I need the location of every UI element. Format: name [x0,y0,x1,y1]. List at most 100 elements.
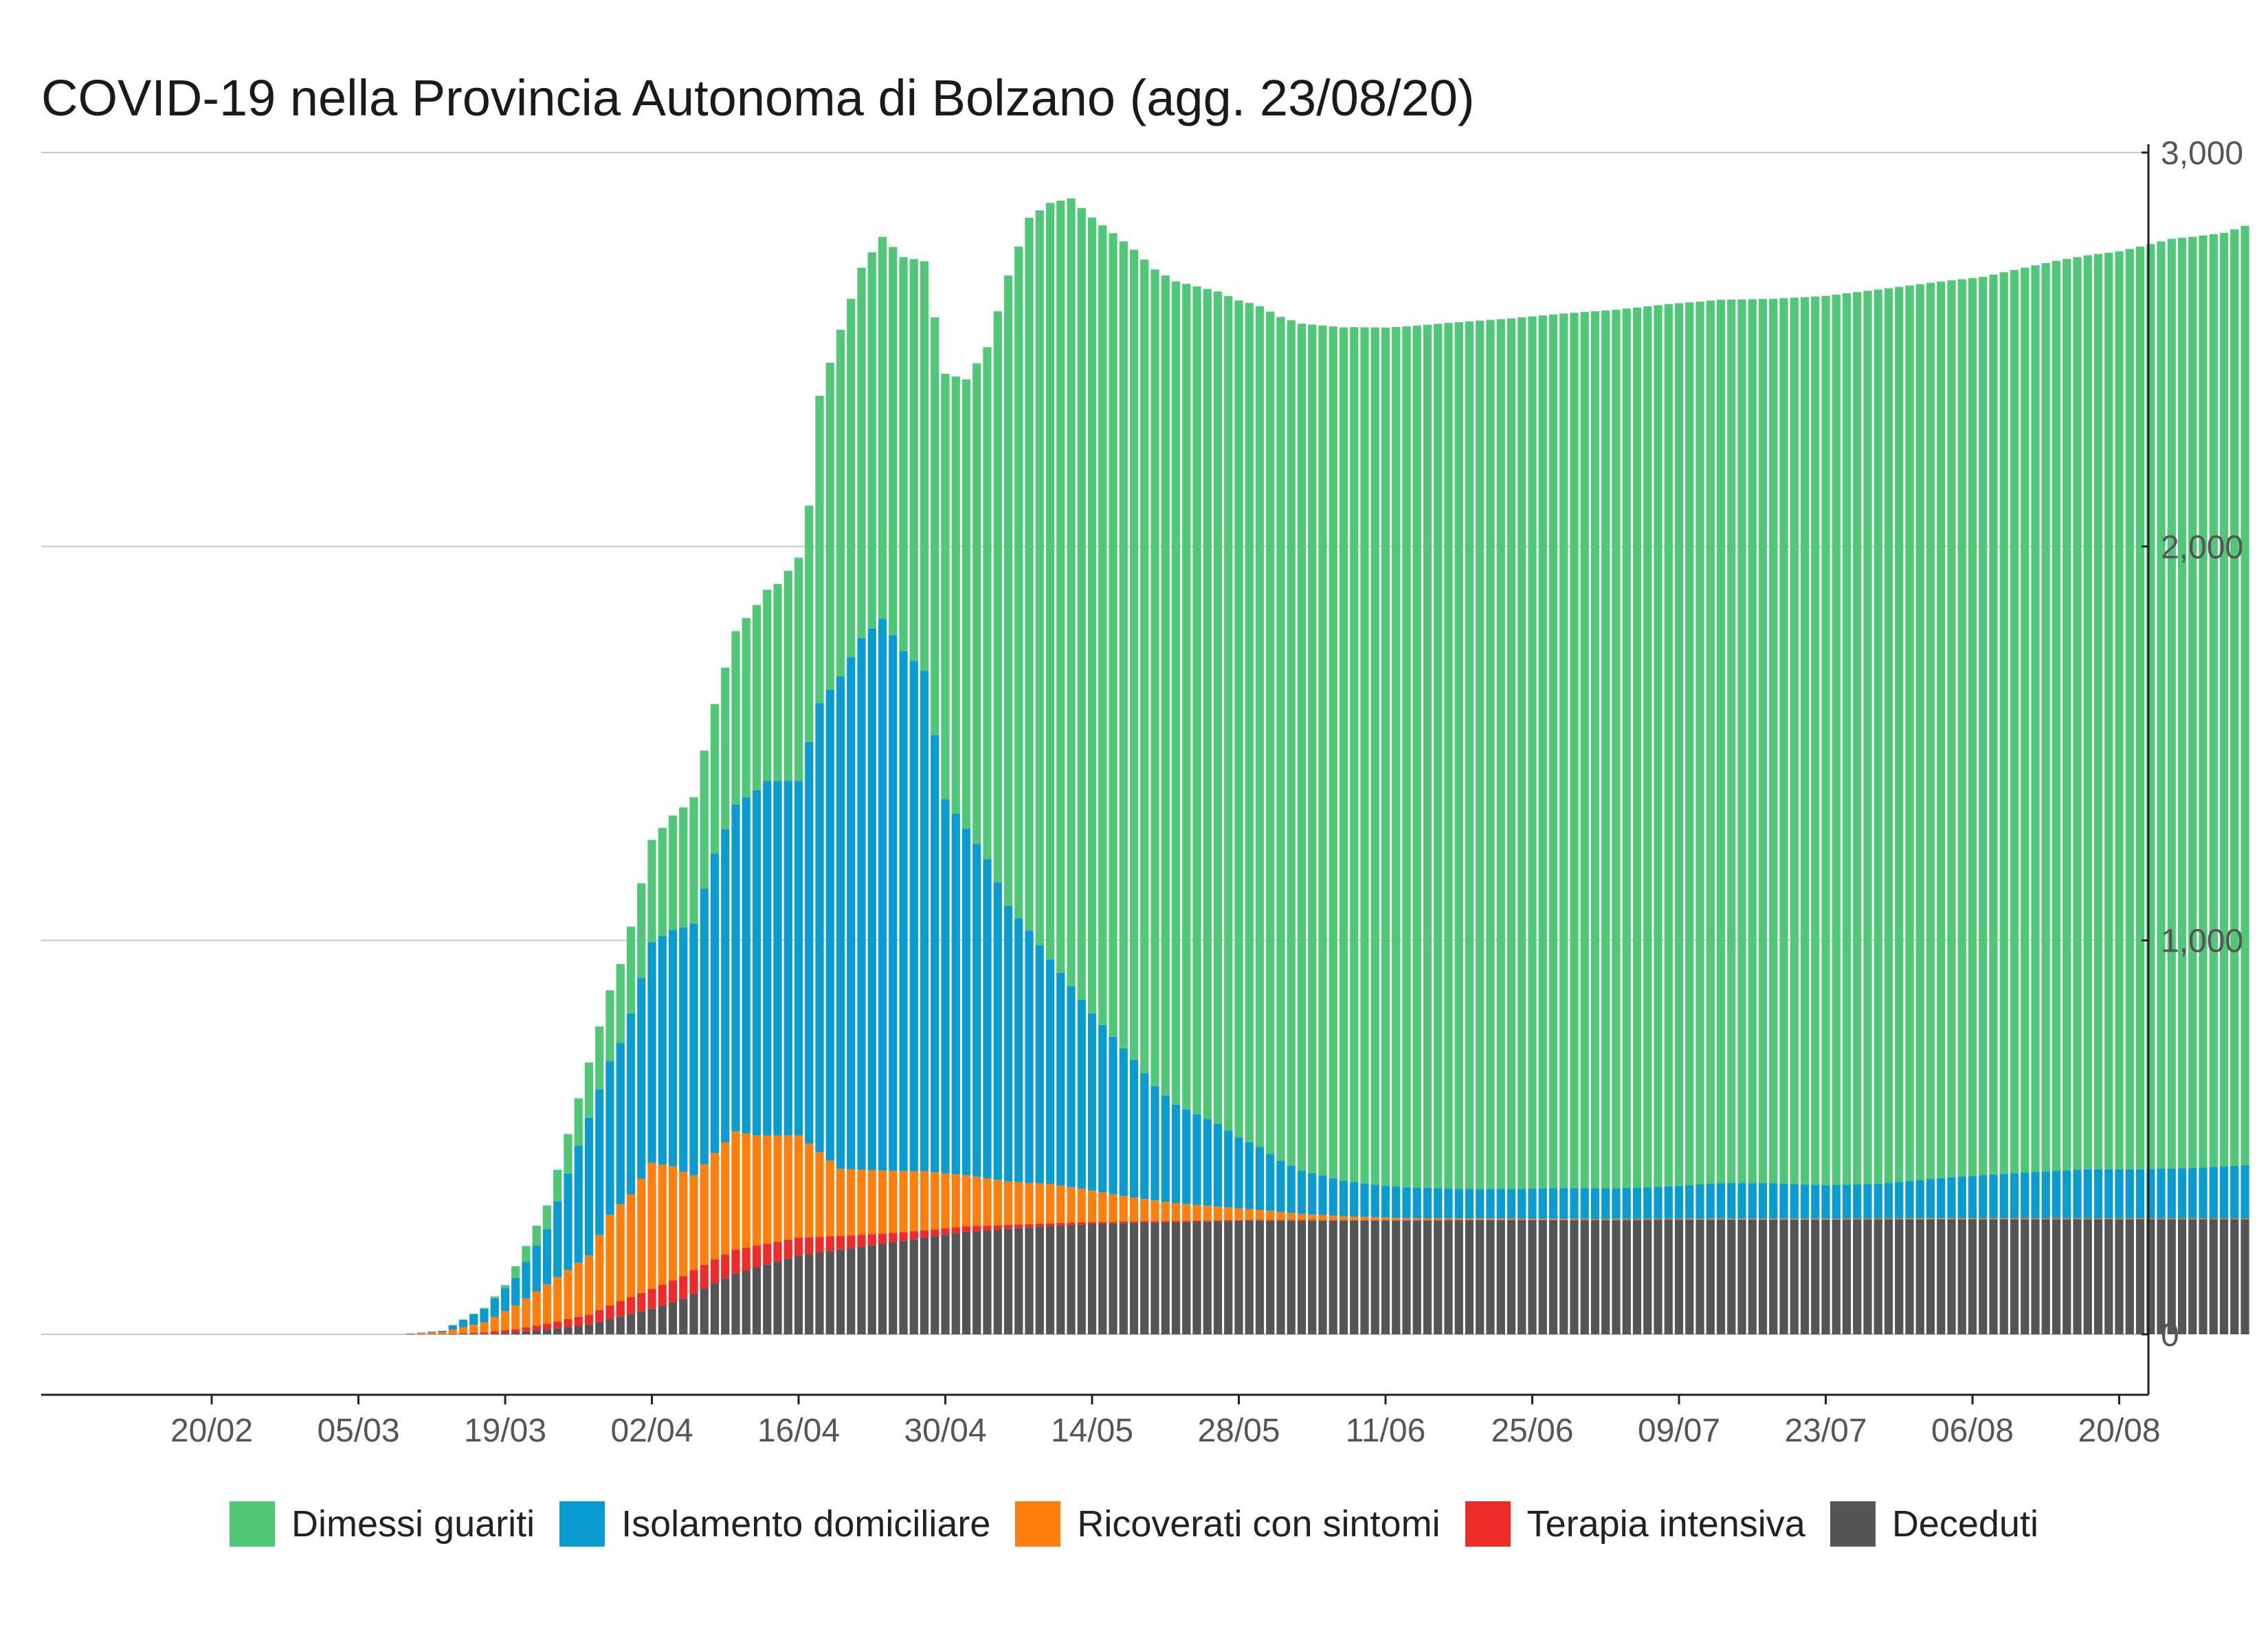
bar-isolamento-domiciliare-day-51 [783,781,792,1136]
bar-deceduti-day-97 [1266,1220,1275,1334]
bar-ricoverati-con-sintomi-day-24 [500,1311,510,1331]
bar-isolamento-domiciliare-day-66 [941,799,950,1174]
bar-ricoverati-con-sintomi-day-21 [469,1325,478,1333]
bar-ricoverati-con-sintomi-day-16 [416,1333,426,1334]
bar-isolamento-domiciliare-day-170 [2031,1171,2040,1219]
bar-ricoverati-con-sintomi-day-87 [1161,1202,1170,1222]
bar-ricoverati-con-sintomi-day-29 [553,1277,562,1322]
bar-deceduti-day-156 [1884,1219,1893,1334]
bar-isolamento-domiciliare-day-54 [815,703,824,1152]
bar-isolamento-domiciliare-day-50 [773,781,782,1136]
bar-isolamento-domiciliare-day-46 [731,804,740,1132]
bar-deceduti-day-190 [2241,1219,2249,1334]
bar-terapia-intensiva-day-77 [1056,1222,1065,1226]
bar-isolamento-domiciliare-day-56 [836,676,845,1169]
bar-dimessi-guariti-day-106 [1360,327,1369,1184]
bar-dimessi-guariti-day-165 [1979,276,1988,1176]
bar-dimessi-guariti-day-50 [773,583,782,781]
bar-deceduti-day-60 [878,1244,887,1334]
bar-dimessi-guariti-day-82 [1109,233,1118,1037]
bar-ricoverati-con-sintomi-day-166 [1989,1218,1998,1220]
bar-terapia-intensiva-day-25 [511,1329,520,1333]
bar-isolamento-domiciliare-day-168 [2010,1173,2019,1219]
bar-ricoverati-con-sintomi-day-61 [889,1170,898,1233]
bar-terapia-intensiva-day-104 [1339,1220,1348,1221]
bar-dimessi-guariti-day-175 [2083,255,2092,1169]
bar-dimessi-guariti-day-136 [1674,303,1684,1186]
bar-terapia-intensiva-day-109 [1392,1220,1401,1221]
bar-ricoverati-con-sintomi-day-92 [1213,1206,1223,1221]
bar-isolamento-domiciliare-day-102 [1318,1176,1327,1215]
bar-dimessi-guariti-day-109 [1392,326,1401,1187]
bar-dimessi-guariti-day-111 [1412,325,1421,1188]
bar-ricoverati-con-sintomi-day-127 [1580,1218,1589,1220]
bar-ricoverati-con-sintomi-day-67 [951,1174,960,1228]
bar-deceduti-day-59 [867,1245,876,1334]
bar-terapia-intensiva-day-74 [1025,1224,1034,1228]
bar-ricoverati-con-sintomi-day-47 [742,1133,751,1248]
bar-deceduti-day-27 [532,1330,541,1334]
bar-isolamento-domiciliare-day-160 [1926,1178,1935,1219]
bar-deceduti-day-30 [564,1327,572,1334]
bar-deceduti-day-123 [1538,1220,1547,1334]
bar-dimessi-guariti-day-158 [1905,285,1914,1181]
bar-dimessi-guariti-day-155 [1874,289,1882,1184]
bar-deceduti-day-39 [658,1305,667,1334]
bar-dimessi-guariti-day-184 [2177,238,2187,1169]
bar-isolamento-domiciliare-day-98 [1276,1160,1285,1212]
bar-terapia-intensiva-day-48 [752,1246,761,1268]
bar-isolamento-domiciliare-day-185 [2188,1167,2197,1219]
bar-isolamento-domiciliare-day-144 [1758,1183,1768,1219]
legend-label-2: Ricoverati con sintomi [1077,1503,1441,1545]
bar-isolamento-domiciliare-day-107 [1370,1185,1379,1218]
bar-isolamento-domiciliare-day-38 [647,942,656,1163]
bar-dimessi-guariti-day-147 [1790,298,1799,1185]
bar-deceduti-day-185 [2188,1219,2197,1334]
bar-ricoverati-con-sintomi-day-57 [847,1169,856,1235]
bar-dimessi-guariti-day-120 [1507,318,1516,1189]
bar-dimessi-guariti-day-180 [2135,246,2145,1169]
bar-deceduti-day-26 [522,1331,531,1334]
bar-ricoverati-con-sintomi-day-78 [1067,1187,1076,1223]
bar-isolamento-domiciliare-day-134 [1654,1187,1663,1219]
bar-terapia-intensiva-day-113 [1434,1220,1443,1221]
bar-ricoverati-con-sintomi-day-60 [878,1170,887,1234]
bar-ricoverati-con-sintomi-day-97 [1266,1211,1275,1220]
bar-dimessi-guariti-day-95 [1245,303,1254,1143]
bar-ricoverati-con-sintomi-day-184 [2177,1218,2187,1220]
bar-ricoverati-con-sintomi-day-128 [1590,1218,1600,1220]
bar-isolamento-domiciliare-day-176 [2093,1169,2103,1219]
bar-isolamento-domiciliare-day-111 [1412,1187,1421,1218]
x-tick-label-5: 30/04 [904,1413,986,1449]
bar-ricoverati-con-sintomi-day-144 [1758,1218,1768,1220]
legend-label-1: Isolamento domiciliare [621,1503,991,1545]
x-tick-label-2: 19/03 [464,1413,546,1449]
bar-deceduti-day-80 [1087,1224,1097,1334]
bar-ricoverati-con-sintomi-day-129 [1601,1219,1610,1220]
bar-dimessi-guariti-day-172 [2052,260,2061,1171]
bar-ricoverati-con-sintomi-day-167 [1999,1218,2008,1220]
bar-isolamento-domiciliare-day-88 [1171,1104,1181,1204]
bar-terapia-intensiva-day-79 [1077,1222,1086,1225]
bar-ricoverati-con-sintomi-day-23 [490,1316,499,1332]
bar-deceduti-day-73 [1014,1228,1023,1334]
bar-ricoverati-con-sintomi-day-155 [1874,1218,1882,1220]
bar-ricoverati-con-sintomi-day-136 [1674,1218,1684,1220]
bar-terapia-intensiva-day-91 [1203,1220,1212,1222]
bar-dimessi-guariti-day-107 [1370,327,1379,1185]
bar-isolamento-domiciliare-day-40 [668,930,678,1167]
bar-dimessi-guariti-day-68 [961,379,971,829]
legend-label-4: Deceduti [1891,1503,2038,1545]
bar-ricoverati-con-sintomi-day-74 [1025,1182,1034,1224]
bar-deceduti-day-34 [605,1319,614,1334]
bar-terapia-intensiva-day-53 [805,1237,814,1255]
bar-ricoverati-con-sintomi-day-122 [1528,1218,1537,1220]
y-tick-label-0: 0 [2161,1317,2179,1354]
bar-isolamento-domiciliare-day-89 [1182,1109,1191,1204]
bar-ricoverati-con-sintomi-day-171 [2041,1218,2050,1220]
bar-isolamento-domiciliare-day-177 [2104,1169,2113,1219]
bar-isolamento-domiciliare-day-49 [763,781,772,1136]
bar-isolamento-domiciliare-day-127 [1580,1188,1589,1219]
bar-deceduti-day-77 [1056,1225,1065,1334]
bar-deceduti-day-110 [1402,1220,1411,1334]
